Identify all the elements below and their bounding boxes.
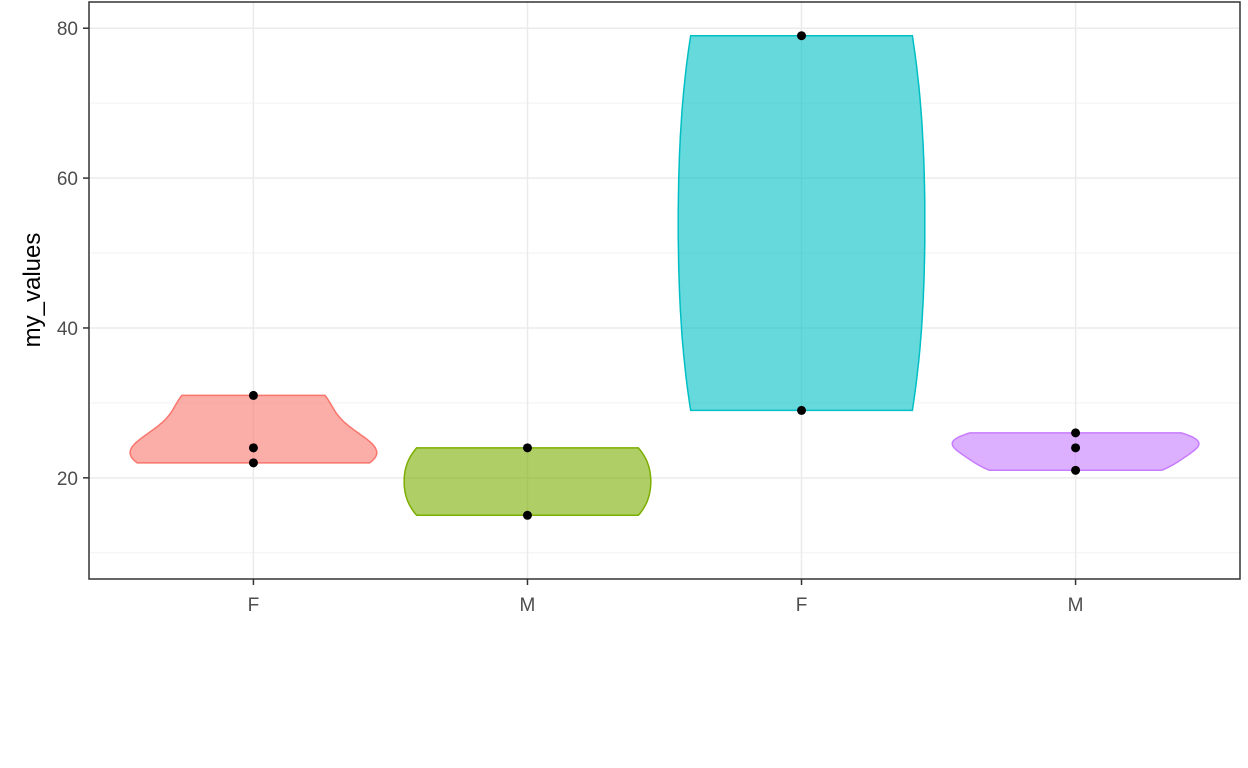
data-point bbox=[522, 510, 532, 520]
y-tick-label: 80 bbox=[57, 19, 78, 40]
data-point bbox=[248, 390, 258, 400]
violin-3 bbox=[677, 34, 926, 412]
data-point bbox=[248, 458, 258, 468]
y-axis: 20 40 60 80 bbox=[57, 19, 89, 490]
data-points bbox=[248, 31, 1081, 520]
data-point bbox=[1071, 428, 1081, 438]
data-point bbox=[1071, 465, 1081, 475]
x-tick-label: M bbox=[520, 595, 536, 616]
violin-1 bbox=[129, 394, 378, 464]
data-point bbox=[522, 443, 532, 453]
x-tick-label: F bbox=[796, 595, 808, 616]
y-tick-label: 40 bbox=[57, 319, 78, 340]
plot-panel-border bbox=[88, 1, 1241, 580]
data-point bbox=[797, 31, 807, 41]
plot-panel-background bbox=[89, 2, 1240, 579]
x-tick-label: F bbox=[248, 595, 260, 616]
violins bbox=[129, 34, 1200, 517]
x-tick-label: M bbox=[1068, 595, 1084, 616]
y-tick-label: 60 bbox=[57, 169, 78, 190]
data-point bbox=[797, 405, 807, 415]
y-axis-title: my_values bbox=[19, 233, 46, 348]
y-tick-label: 20 bbox=[57, 469, 78, 490]
data-point bbox=[248, 443, 258, 453]
violin-2 bbox=[403, 447, 652, 517]
data-point bbox=[1071, 443, 1081, 453]
